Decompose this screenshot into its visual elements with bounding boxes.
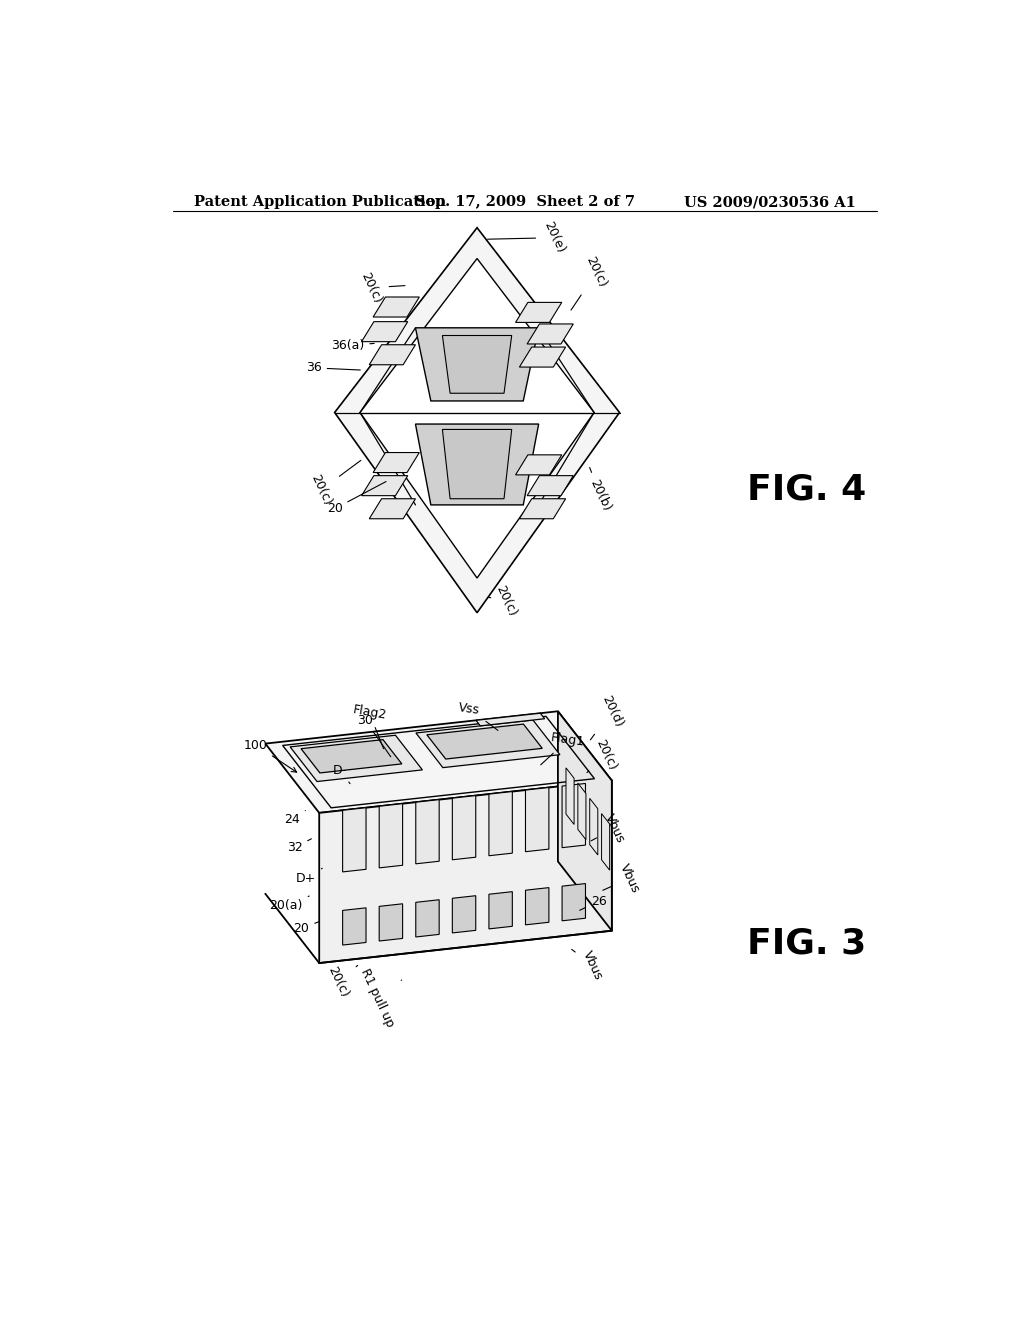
Polygon shape <box>601 813 609 870</box>
Text: US 2009/0230536 A1: US 2009/0230536 A1 <box>684 195 856 209</box>
Text: 20: 20 <box>294 921 318 935</box>
Polygon shape <box>370 499 416 519</box>
Polygon shape <box>360 259 594 578</box>
Polygon shape <box>290 735 422 781</box>
Text: 36(a): 36(a) <box>331 339 374 352</box>
Text: 30: 30 <box>357 714 391 756</box>
Polygon shape <box>301 739 401 774</box>
Polygon shape <box>527 323 573 345</box>
Polygon shape <box>562 784 586 847</box>
Polygon shape <box>335 227 620 612</box>
Polygon shape <box>416 719 560 768</box>
Polygon shape <box>453 896 476 933</box>
Polygon shape <box>566 768 574 825</box>
Polygon shape <box>416 327 539 401</box>
Text: R1 pull up: R1 pull up <box>357 966 401 1030</box>
Text: Vbus: Vbus <box>571 949 605 982</box>
Polygon shape <box>590 799 598 855</box>
Text: 20(c): 20(c) <box>358 271 404 305</box>
Polygon shape <box>343 908 366 945</box>
Polygon shape <box>427 725 543 759</box>
Polygon shape <box>527 475 573 496</box>
Polygon shape <box>578 783 586 840</box>
Text: FIG. 4: FIG. 4 <box>746 473 866 507</box>
Polygon shape <box>515 455 562 475</box>
Text: FIG. 3: FIG. 3 <box>746 927 866 961</box>
Text: 20(c): 20(c) <box>587 738 620 772</box>
Polygon shape <box>453 796 476 859</box>
Polygon shape <box>558 711 611 931</box>
Text: 26: 26 <box>580 895 606 911</box>
Polygon shape <box>416 900 439 937</box>
Text: D+: D+ <box>296 869 323 884</box>
Polygon shape <box>488 891 512 929</box>
Text: 100: 100 <box>244 739 297 772</box>
Polygon shape <box>515 302 562 322</box>
Text: Flag1: Flag1 <box>541 731 586 764</box>
Text: 24: 24 <box>285 810 305 825</box>
Polygon shape <box>442 429 512 499</box>
Polygon shape <box>562 883 586 921</box>
Text: Sep. 17, 2009  Sheet 2 of 7: Sep. 17, 2009 Sheet 2 of 7 <box>415 195 635 209</box>
Text: Vbus: Vbus <box>603 862 642 895</box>
Polygon shape <box>265 711 611 813</box>
Polygon shape <box>379 904 402 941</box>
Polygon shape <box>416 424 539 506</box>
Polygon shape <box>519 347 565 367</box>
Polygon shape <box>343 808 366 873</box>
Polygon shape <box>319 780 611 964</box>
Text: Flag2: Flag2 <box>351 704 387 748</box>
Text: 20(c): 20(c) <box>488 583 519 619</box>
Text: 32: 32 <box>287 838 311 854</box>
Polygon shape <box>488 792 512 855</box>
Text: 20(c): 20(c) <box>308 461 360 507</box>
Text: 20(e): 20(e) <box>487 220 567 256</box>
Polygon shape <box>525 887 549 925</box>
Text: Patent Application Publication: Patent Application Publication <box>194 195 445 209</box>
Text: D-: D- <box>333 764 350 784</box>
Text: 36: 36 <box>306 362 360 375</box>
Text: 20(b): 20(b) <box>588 467 613 513</box>
Polygon shape <box>373 297 419 317</box>
Text: 20(a): 20(a) <box>269 896 309 912</box>
Text: 20(d): 20(d) <box>591 693 625 739</box>
Text: 20: 20 <box>327 482 386 515</box>
Text: 20(c): 20(c) <box>571 255 609 310</box>
Polygon shape <box>416 800 439 863</box>
Polygon shape <box>476 713 545 726</box>
Text: 20(c): 20(c) <box>326 965 357 999</box>
Polygon shape <box>373 453 419 473</box>
Polygon shape <box>525 788 549 851</box>
Polygon shape <box>442 335 512 393</box>
Polygon shape <box>361 475 408 496</box>
Text: Vbus: Vbus <box>591 812 627 845</box>
Polygon shape <box>370 345 416 364</box>
Polygon shape <box>379 804 402 867</box>
Polygon shape <box>361 322 408 342</box>
Polygon shape <box>519 499 565 519</box>
Text: Vss: Vss <box>458 701 498 730</box>
